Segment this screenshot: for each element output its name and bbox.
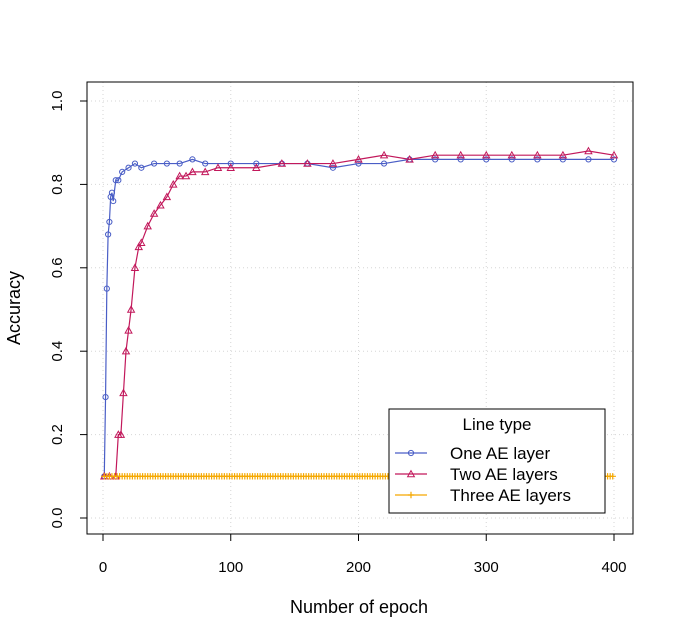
series-0-point-31 [534,156,541,163]
series-1-point-31 [456,150,465,159]
series-0-point-13 [138,164,145,171]
series-0-point-1 [102,393,109,401]
y-tick-label-3: 0.6 [49,257,66,278]
legend-entry-1: Two AE layers [395,465,558,484]
legend-swatch-marker-2 [407,491,415,499]
series-0-point-6 [108,189,116,196]
series-1-point-16 [169,179,178,188]
series-1-point-20 [200,167,210,176]
series-1-point-32 [482,150,491,159]
x-tick-label-0: 0 [99,559,107,576]
series-1-point-34 [533,150,542,159]
x-axis: 0 100 200 300 400 [99,533,627,576]
series-1-point-21 [213,163,223,171]
y-tick-label-0: 0.0 [49,508,66,529]
series-1-point-27 [354,154,363,163]
legend-entries: One AE layer Two AE layers Three AE layers [395,444,571,505]
series-0-point-14 [151,160,158,167]
series-1-point-26 [328,159,338,167]
series-1-point-28 [379,150,389,159]
legend-entry-2: Three AE layers [395,486,571,505]
x-tick-label-2: 200 [346,559,371,576]
series-1-point-9 [130,263,140,272]
series-1-point-17 [175,171,184,180]
series-1-point-5 [119,388,128,397]
series-1-point-29 [405,154,414,163]
series-1-point-14 [156,200,165,209]
x-axis-title: Number of epoch [290,597,428,617]
series-0-point-2 [103,285,110,292]
legend-label-0: One AE layer [450,444,551,463]
series-1-point-33 [507,150,517,159]
legend-label-2: Three AE layers [450,486,571,505]
series-1-point-4 [116,430,126,438]
series-0-point-27 [432,156,439,163]
legend-swatch-marker-1 [406,469,416,478]
series-1-point-25 [303,159,312,167]
series-1-point-19 [188,167,197,176]
series-0-point-15 [163,160,170,167]
legend: Line type One AE layer Two AE layers Three… [388,408,606,514]
y-tick-label-1: 0.2 [49,424,66,445]
y-axis: 0.0 0.2 0.4 0.6 0.8 1.0 [49,91,88,529]
series-1-point-13 [149,209,159,217]
y-tick-label-2: 0.4 [49,341,66,362]
series-1 [100,146,619,480]
legend-box [388,408,606,514]
legend-swatch-marker-0 [407,449,415,457]
y-axis-title: Accuracy [4,271,24,345]
legend-label-1: Two AE layers [450,465,558,484]
series-1-point-23 [252,163,261,171]
series-0-point-23 [329,164,337,171]
y-tick-label-4: 0.8 [49,174,66,195]
series-1-point-37 [609,150,619,159]
series-1-point-7 [124,325,133,334]
series-0-point-33 [585,156,592,163]
x-tick-label-1: 100 [218,559,243,576]
series-0-point-28 [457,156,464,163]
series-1-point-24 [277,159,287,167]
series-1-point-30 [430,150,440,159]
series-1-point-15 [162,192,172,201]
series-0-point-9 [115,177,122,184]
series-1-point-11 [137,238,146,246]
series-0-point-32 [559,156,567,163]
series-1-point-18 [181,171,191,180]
legend-title: Line type [463,415,532,434]
x-tick-label-4: 400 [601,559,626,576]
series-0-point-10 [119,168,126,175]
series-0-point-3 [105,231,112,238]
series-0-point-12 [131,160,139,167]
series-1-point-6 [121,346,131,355]
x-tick-label-3: 300 [474,559,499,576]
series-0-point-20 [253,160,260,167]
y-tick-label-5: 1.0 [49,91,66,112]
series-1-point-22 [226,163,235,171]
series-1-point-10 [134,242,144,251]
series-0-point-7 [110,197,117,205]
series-1-point-35 [558,150,568,159]
series-0-point-16 [176,160,183,167]
series-1-point-36 [584,146,593,155]
series-1-point-12 [143,221,152,230]
series-0-point-30 [508,156,515,163]
series-0-point-17 [189,156,196,163]
series-0-point-34 [610,156,618,163]
legend-entry-0: One AE layer [395,444,551,463]
series-2-point [609,473,616,480]
series-0-point-18 [202,160,209,167]
series-0-point-24 [355,160,362,167]
series-0-point-8 [112,177,119,184]
series-0-point-11 [125,164,132,171]
series-0-point-25 [380,160,388,167]
series-0-point-4 [106,218,113,226]
series-0-point-29 [483,156,490,163]
series-0-point-19 [227,160,234,167]
series-1-point-8 [126,305,136,313]
